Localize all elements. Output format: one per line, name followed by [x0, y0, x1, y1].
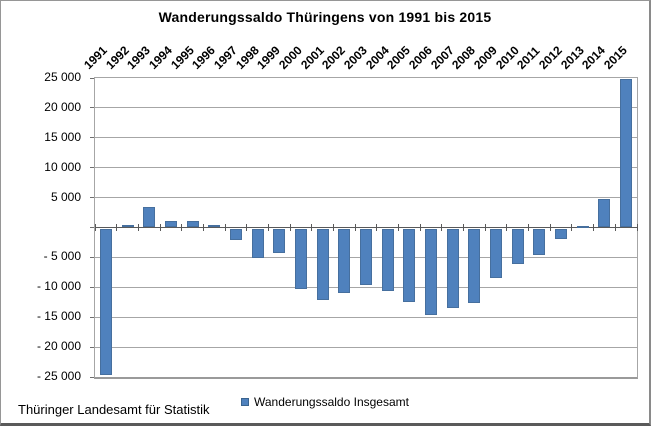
bar-2007 [446, 228, 459, 309]
bar-2003 [360, 228, 372, 286]
gridline [95, 197, 637, 199]
y-axis-label: 15 000 [44, 129, 81, 144]
bar-2011 [533, 228, 546, 256]
x-axis-tick [116, 224, 118, 231]
y-axis-label: - 5 000 [43, 249, 81, 264]
bar-2014 [598, 199, 611, 228]
x-axis-tick [376, 224, 378, 231]
x-axis-tick [484, 224, 486, 231]
x-axis-tick [571, 224, 573, 231]
bar-1994 [164, 220, 177, 228]
bar-2010 [511, 228, 524, 265]
y-axis-label: - 20 000 [36, 339, 81, 354]
x-axis-tick [354, 224, 356, 231]
y-axis-tick [90, 167, 94, 169]
y-axis-label: - 15 000 [36, 309, 81, 324]
x-axis-tick [636, 224, 638, 231]
y-axis-tick [90, 346, 94, 348]
bar-2008 [468, 228, 481, 304]
bar-1992 [121, 225, 134, 228]
legend: Wanderungssaldo Insgesamt [1, 395, 649, 409]
y-axis-label: 10 000 [44, 159, 81, 174]
chart-title: Wanderungssaldo Thüringens von 1991 bis … [158, 9, 492, 25]
bar-1998 [251, 228, 264, 259]
legend-label: Wanderungssaldo Insgesamt [254, 395, 409, 409]
x-axis-tick [506, 224, 508, 231]
y-axis-tick [90, 107, 94, 109]
bar-2001 [316, 228, 329, 301]
bar-2000 [294, 228, 307, 289]
y-axis-tick [90, 227, 94, 228]
y-axis-label: 25 000 [44, 70, 81, 84]
x-axis-tick [549, 224, 551, 231]
y-axis-tick [90, 77, 94, 79]
gridline [95, 167, 637, 169]
bar-1991 [99, 228, 112, 375]
x-axis-tick [398, 224, 400, 231]
x-axis-tick [441, 224, 443, 231]
gridline [95, 137, 637, 139]
x-axis-tick [419, 224, 421, 231]
x-axis-tick [202, 224, 204, 231]
x-axis-tick [614, 224, 616, 231]
bar-2012 [555, 228, 568, 239]
legend-swatch-icon [241, 398, 249, 406]
y-axis-tick [90, 137, 94, 139]
x-axis-tick [224, 224, 226, 231]
x-axis-tick [289, 224, 291, 231]
x-axis-tick [246, 224, 248, 231]
y-axis-tick [90, 316, 94, 318]
x-axis-tick [94, 224, 96, 231]
bar-2002 [338, 228, 351, 294]
gridline [95, 286, 637, 288]
bar-1993 [143, 206, 156, 228]
x-axis-tick [332, 224, 334, 231]
zero-axis-line [95, 227, 637, 228]
x-axis-label-2015: 2015 [601, 43, 631, 72]
x-axis-tick [137, 224, 139, 231]
bar-2009 [490, 228, 503, 278]
y-axis-tick [90, 197, 94, 199]
y-axis-tick [90, 286, 94, 288]
y-axis-label: - 10 000 [36, 279, 81, 294]
x-axis-tick [159, 224, 161, 231]
y-axis-label: 20 000 [44, 99, 81, 114]
bar-1997 [229, 228, 242, 240]
bar-2004 [381, 228, 394, 291]
bar-2006 [425, 228, 438, 316]
x-axis-tick [181, 224, 183, 231]
x-axis-tick [528, 224, 530, 231]
x-axis-tick [463, 224, 465, 231]
bar-1996 [208, 224, 221, 228]
gridline [95, 316, 637, 318]
bar-2015 [620, 79, 633, 228]
y-axis-tick [90, 256, 94, 258]
bar-2005 [403, 228, 416, 303]
bar-2013 [576, 226, 589, 229]
x-axis-tick [311, 224, 313, 231]
y-axis-label: - 25 000 [36, 369, 81, 383]
bar-1995 [186, 220, 199, 228]
bar-1999 [273, 228, 286, 254]
gridline [95, 346, 637, 348]
gridline [95, 107, 637, 109]
y-axis-tick [90, 376, 94, 378]
y-axis-label: 5 000 [50, 189, 81, 204]
source-attribution: Thüringer Landesamt für Statistik [18, 402, 210, 417]
plot-area [90, 77, 638, 379]
x-axis-tick [593, 224, 595, 231]
x-axis-tick [267, 224, 269, 231]
